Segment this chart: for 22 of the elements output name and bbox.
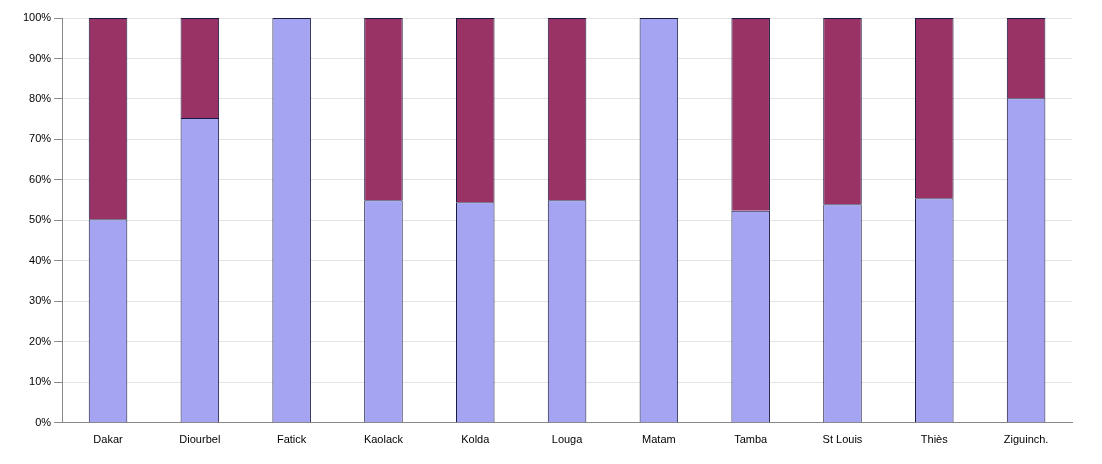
x-tick-label: Dakar: [93, 433, 124, 446]
y-tick-label: 40%: [29, 253, 52, 266]
y-tick-label: 30%: [29, 294, 52, 307]
y-tick-label: 0%: [35, 415, 52, 428]
y-tick-label: 100%: [22, 11, 52, 24]
x-tick-label: Fatick: [276, 433, 307, 446]
y-tick-label: 90%: [29, 51, 52, 64]
y-tick-label: 20%: [29, 334, 52, 347]
x-tick-label: Matam: [642, 433, 676, 446]
x-tick-label: Kolda: [461, 433, 491, 446]
y-tick-label: 80%: [29, 91, 52, 104]
y-tick-label: 50%: [29, 213, 52, 226]
x-tick-label: Diourbel: [179, 433, 221, 446]
x-tick-label: Tamba: [734, 433, 769, 446]
x-tick-label: Ziguinch.: [1003, 433, 1049, 446]
y-tick-label: 70%: [29, 132, 52, 145]
y-tick-label: 60%: [29, 172, 52, 185]
x-tick-label: Kaolack: [363, 433, 404, 446]
x-tick-label: St Louis: [822, 433, 863, 446]
y-tick-label: 10%: [29, 375, 52, 388]
x-tick-label: Thiès: [920, 433, 949, 446]
x-tick-label: Louga: [551, 433, 584, 446]
